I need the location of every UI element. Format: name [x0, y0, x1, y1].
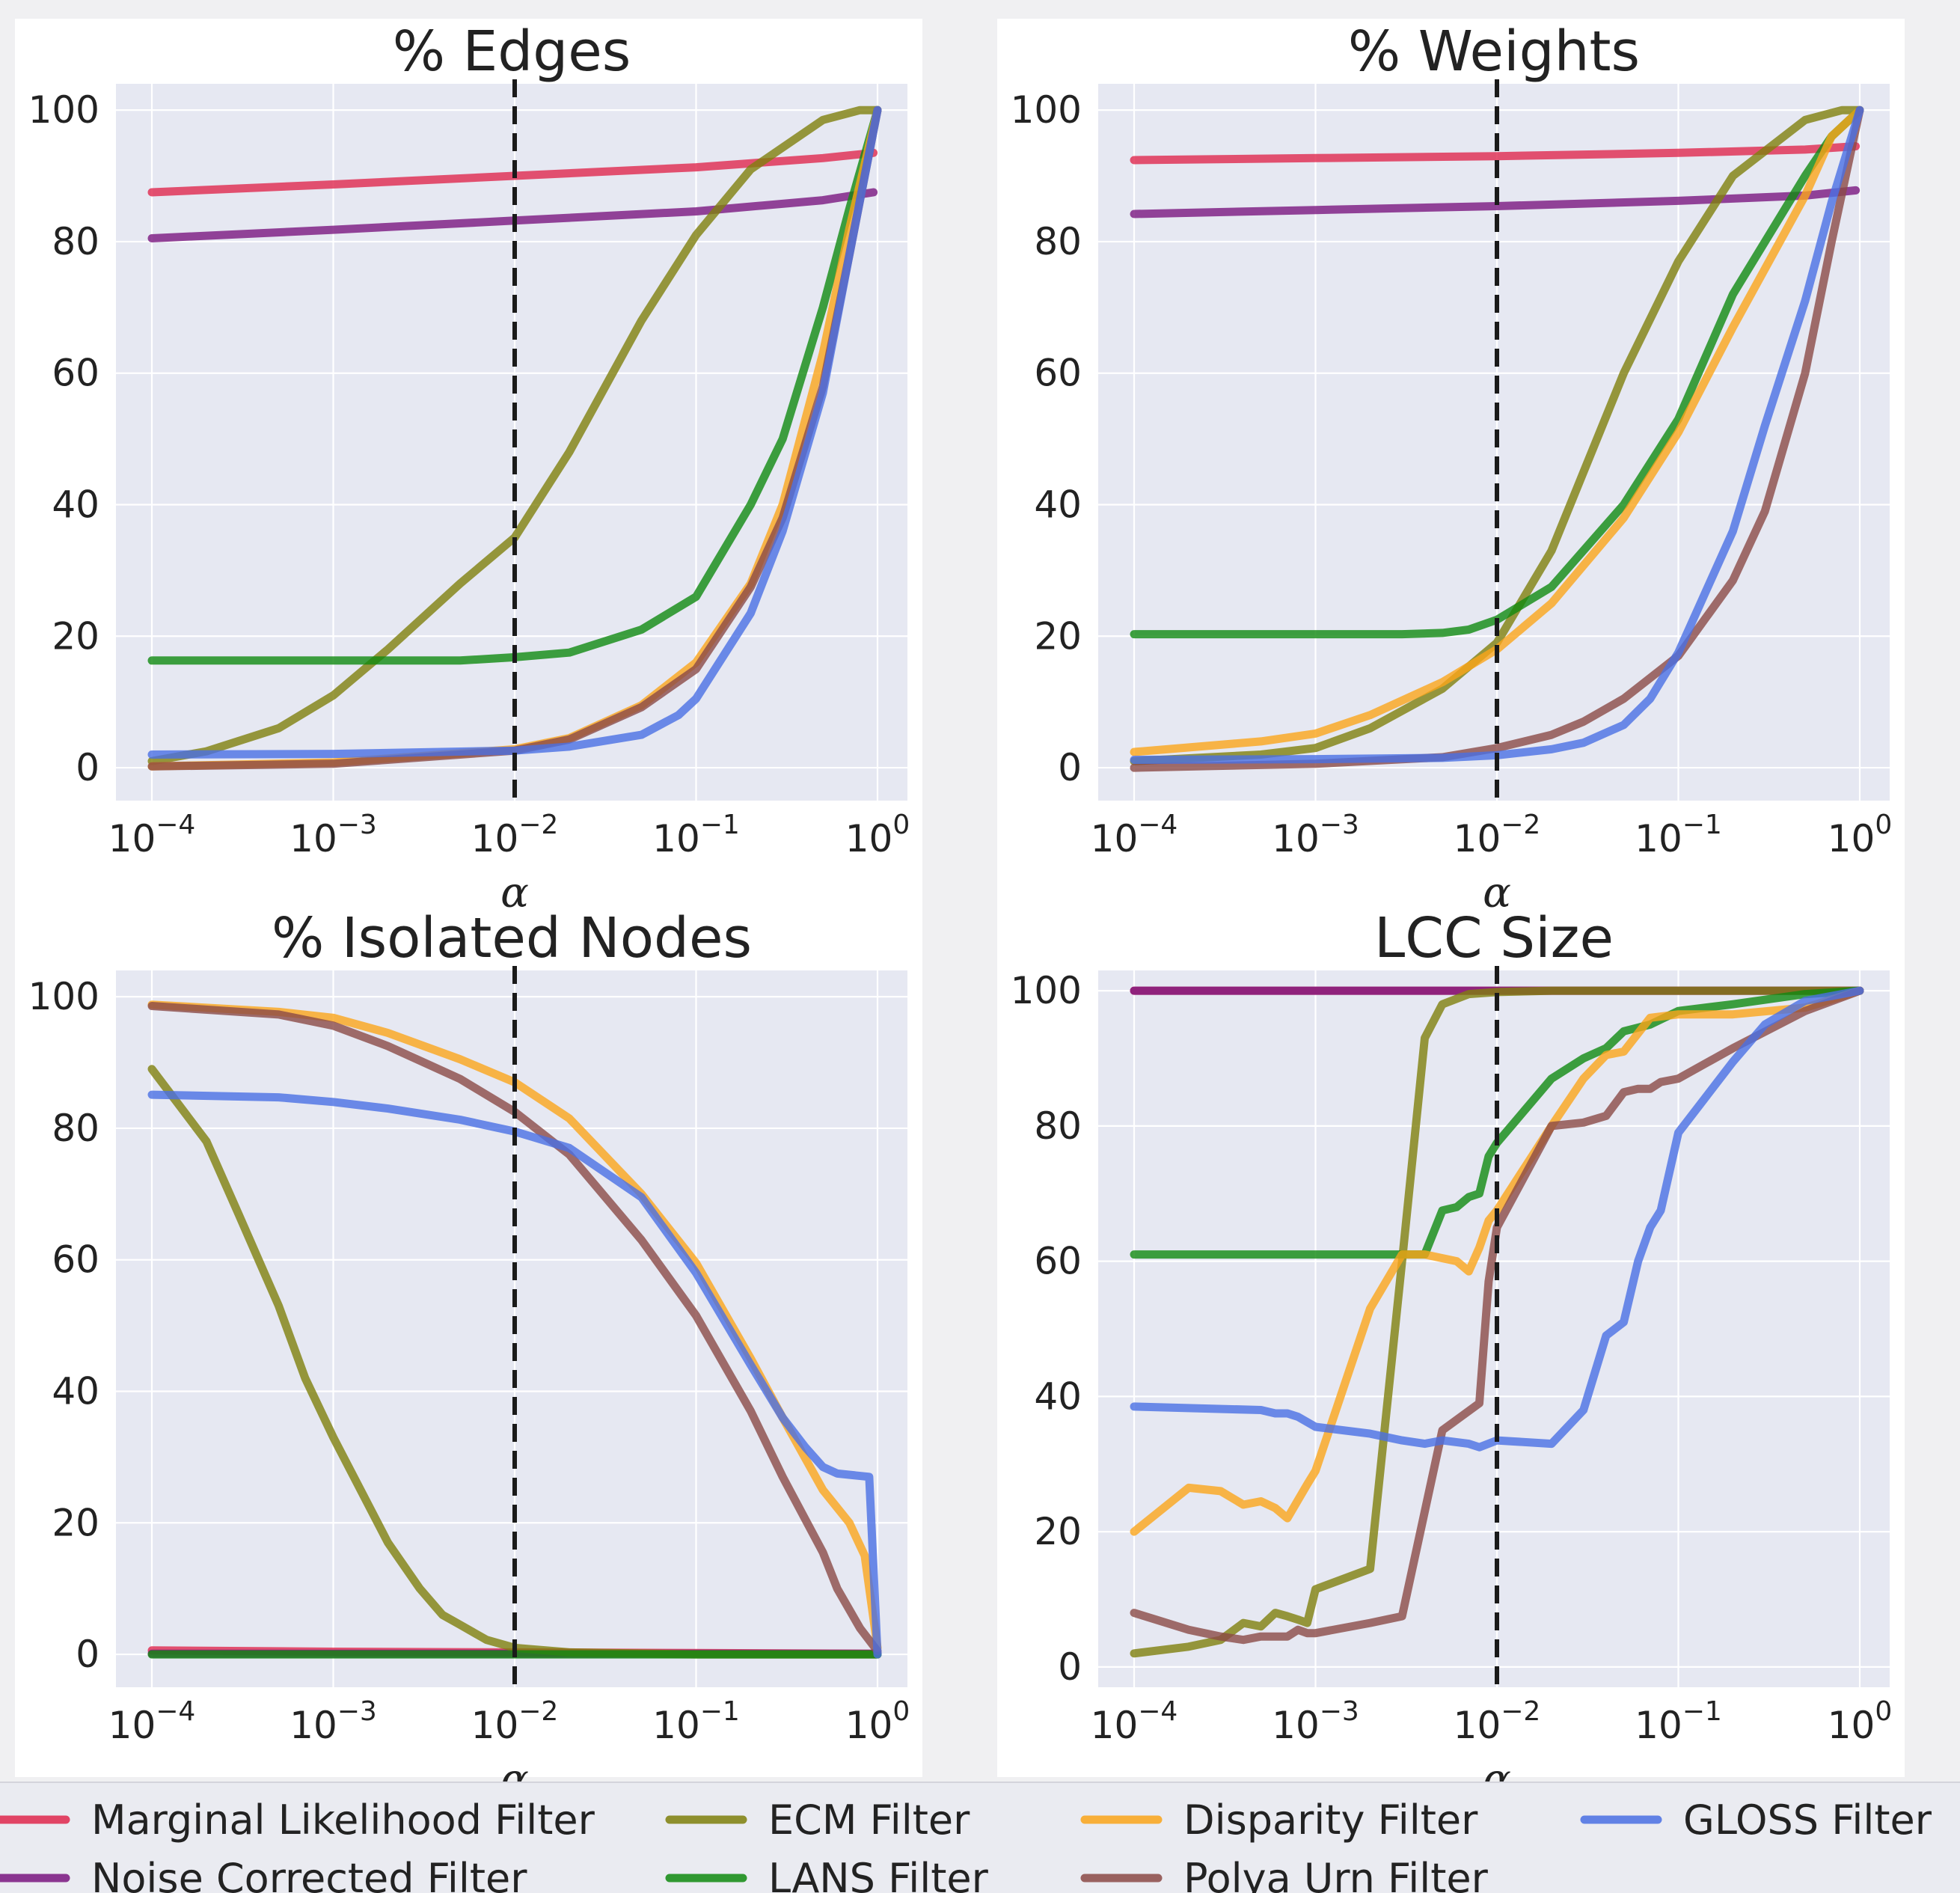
chart-title: % Edges: [393, 19, 631, 84]
y-tick-label: 0: [1058, 746, 1082, 789]
legend-entry: Noise Corrected Filter: [0, 1855, 527, 1893]
x-tick-label: 10−3: [1272, 810, 1359, 860]
x-tick-label: 10−3: [1272, 1696, 1359, 1747]
chart-title: % Weights: [1348, 19, 1640, 84]
y-tick-label: 0: [1058, 1645, 1082, 1689]
series-line-gloss-filter: [147, 105, 882, 759]
legend-entry: Polya Urn Filter: [1080, 1855, 1489, 1893]
chart-title: LCC Size: [1374, 906, 1614, 970]
x-tick-label: 10−2: [471, 1696, 559, 1747]
series-line-gloss-filter: [147, 1090, 882, 1659]
legend-label: Disparity Filter: [1183, 1796, 1478, 1844]
y-tick-label: 80: [1034, 220, 1082, 263]
x-tick-label: 10−1: [1635, 810, 1722, 860]
y-tick-label: 100: [28, 975, 99, 1018]
legend-entry: LANS Filter: [665, 1855, 989, 1893]
series-line-disparity-filter: [1130, 105, 1864, 756]
y-tick-label: 60: [1034, 1240, 1082, 1283]
legend-entry: Marginal Likelihood Filter: [0, 1796, 595, 1844]
x-tick-label: 10−3: [290, 1696, 377, 1747]
legend-label: ECM Filter: [768, 1796, 970, 1844]
series-line-marginal-likelihood-filter: [147, 148, 878, 197]
y-tick-label: 100: [1011, 88, 1082, 132]
chart-title: % Isolated Nodes: [272, 906, 752, 970]
y-tick-label: 20: [52, 614, 99, 658]
legend-entry: GLOSS Filter: [1580, 1796, 1932, 1844]
y-tick-label: 100: [1011, 969, 1082, 1012]
x-tick-label: 10−2: [1454, 810, 1541, 860]
y-tick-label: 40: [52, 483, 99, 526]
series-line-noise-corrected-filter: [147, 188, 878, 242]
y-tick-label: 40: [1034, 1374, 1082, 1418]
legend-label: Polya Urn Filter: [1183, 1855, 1489, 1893]
series-line-lans-filter: [1130, 105, 1864, 639]
series-line-lans-filter: [147, 105, 882, 665]
plot-area: [116, 970, 907, 1687]
legend-label: LANS Filter: [768, 1855, 989, 1893]
legend-entry: Disparity Filter: [1080, 1796, 1478, 1844]
legend-label: GLOSS Filter: [1683, 1796, 1932, 1844]
series-line-marginal-likelihood-filter: [1130, 142, 1861, 165]
y-tick-label: 40: [52, 1369, 99, 1413]
y-tick-label: 60: [52, 352, 99, 395]
series-line-ecm-filter: [1130, 986, 1864, 1658]
legend: Marginal Likelihood Filter Noise Correcte…: [0, 1782, 1960, 1893]
legend-label: Marginal Likelihood Filter: [91, 1796, 595, 1844]
y-tick-label: 20: [52, 1501, 99, 1544]
series-line-noise-corrected-filter: [1130, 186, 1861, 218]
y-tick-label: 100: [28, 88, 99, 132]
series-line-polya-urn-filter: [147, 1002, 882, 1656]
series-line-disparity-filter: [1130, 986, 1864, 1536]
series-line-ecm-filter: [147, 105, 882, 765]
series-line-gloss-filter: [1130, 105, 1864, 764]
y-tick-label: 60: [1034, 352, 1082, 395]
series-line-polya-urn-filter: [1130, 986, 1864, 1645]
plot-area: [1098, 84, 1890, 801]
y-tick-label: 60: [52, 1238, 99, 1282]
y-tick-label: 80: [1034, 1104, 1082, 1148]
legend-entry: ECM Filter: [665, 1796, 970, 1844]
legend-box: [0, 1782, 1960, 1893]
y-tick-label: 20: [1034, 614, 1082, 658]
y-tick-label: 40: [1034, 483, 1082, 526]
y-tick-label: 80: [52, 1107, 99, 1150]
plot-area: [1098, 970, 1890, 1687]
y-tick-label: 20: [1034, 1510, 1082, 1553]
y-tick-label: 80: [52, 220, 99, 263]
y-tick-label: 0: [76, 746, 99, 789]
legend-label: Noise Corrected Filter: [91, 1855, 527, 1893]
x-tick-label: 10−2: [1454, 1696, 1541, 1747]
series-line-ecm-filter: [1130, 105, 1864, 765]
y-tick-label: 0: [76, 1633, 99, 1676]
